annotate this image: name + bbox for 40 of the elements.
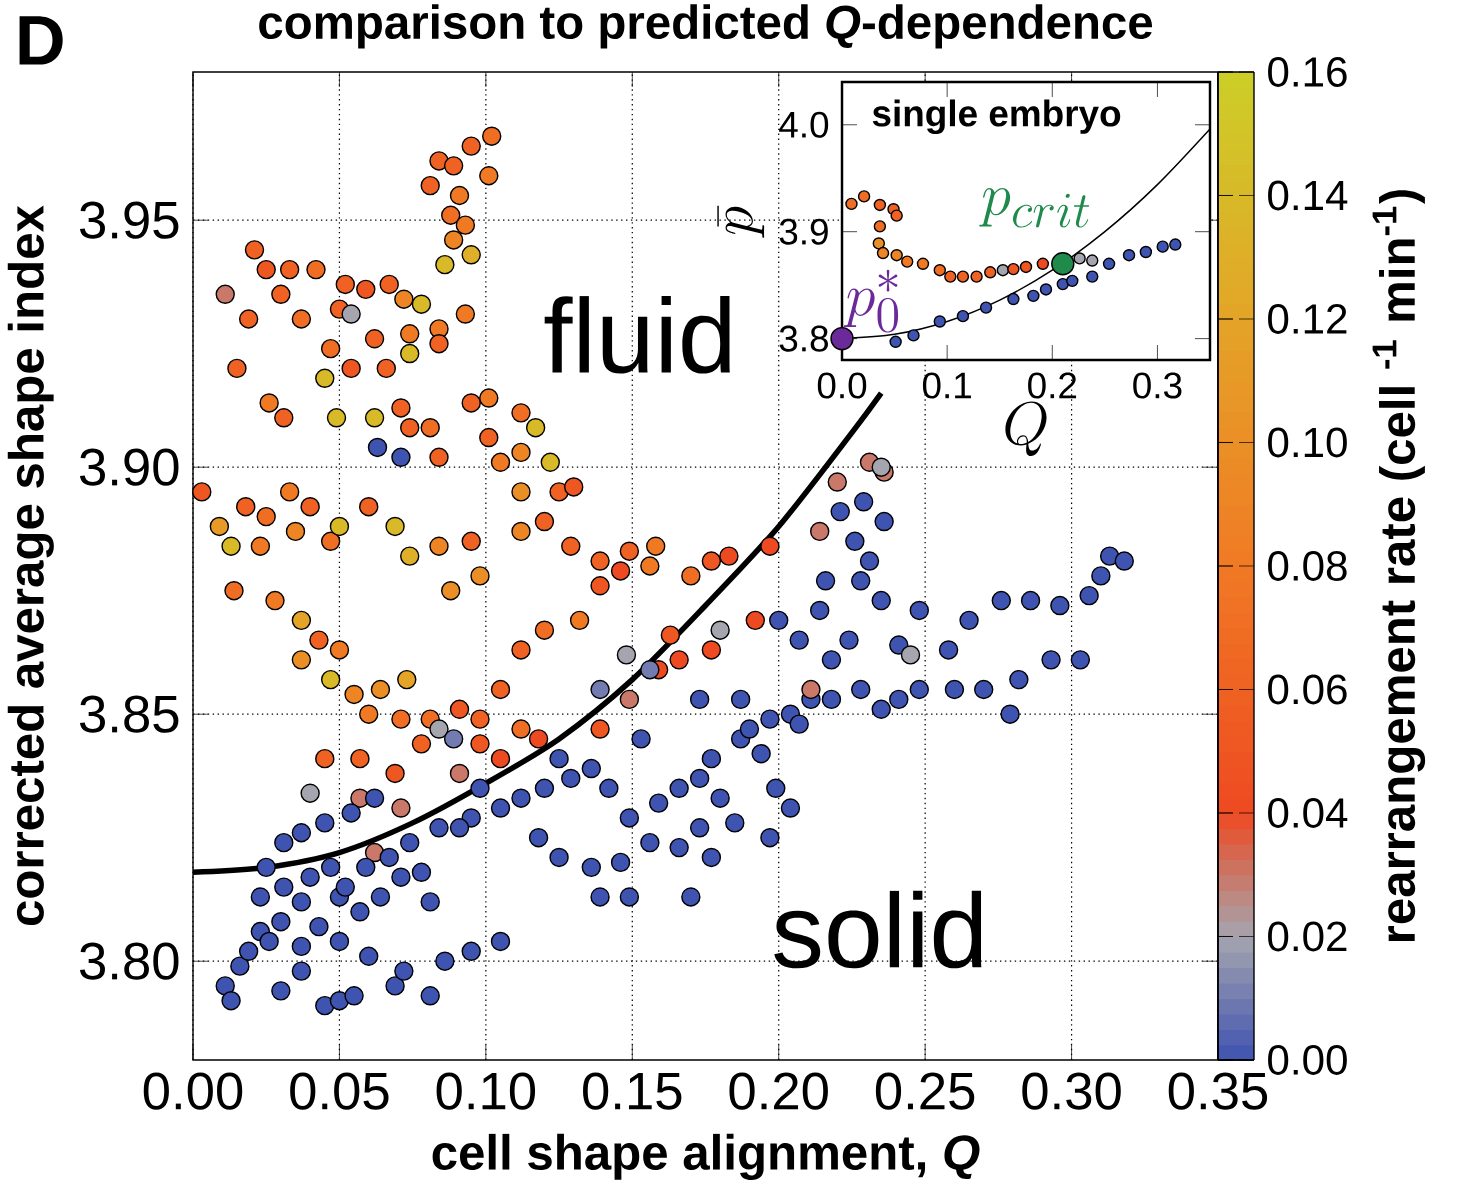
x-axis-title: cell shape alignment, Q bbox=[432, 1133, 980, 1180]
annotation: $p_0^*$ bbox=[843, 269, 899, 333]
annotation: $p_{crit}$ bbox=[979, 187, 1090, 228]
y-tick-label: 3.90 bbox=[79, 448, 179, 486]
x-axis-title: $Q$ bbox=[1005, 401, 1047, 456]
color-bar-label: 0.04 bbox=[1268, 798, 1348, 828]
x-tick-label: 0.30 bbox=[1022, 1072, 1121, 1110]
x-tick-label: 0.0 bbox=[817, 372, 867, 399]
y-tick-label: 3.8 bbox=[779, 325, 828, 352]
x-tick-label: 0.05 bbox=[290, 1072, 389, 1110]
color-bar-label: 0.02 bbox=[1268, 921, 1347, 952]
annotation: fluid bbox=[544, 296, 730, 374]
y-tick-label: 3.9 bbox=[779, 218, 828, 245]
x-tick-label: 0.3 bbox=[1133, 372, 1182, 399]
x-tick-label: 0.10 bbox=[436, 1072, 536, 1110]
color-bar-label: 0.10 bbox=[1268, 427, 1347, 458]
color-bar-label: 0.12 bbox=[1268, 304, 1347, 334]
y-tick-label: 4.0 bbox=[779, 111, 829, 138]
x-tick-label: 0.1 bbox=[922, 372, 971, 399]
x-tick-label: 0.35 bbox=[1168, 1072, 1268, 1110]
y-tick-label: 3.95 bbox=[79, 201, 179, 239]
x-tick-label: 0.25 bbox=[875, 1072, 975, 1110]
x-tick-label: 0.00 bbox=[143, 1072, 243, 1110]
y-axis-title: corrected average shape index bbox=[7, 205, 54, 926]
x-tick-label: 0.20 bbox=[729, 1072, 828, 1110]
text: D bbox=[19, 16, 63, 65]
y-axis-title: $\bar{p}$ bbox=[717, 205, 765, 238]
color-bar-label: 0.00 bbox=[1268, 1045, 1347, 1075]
chart-title: comparison to predicted Q-dependence bbox=[259, 4, 1153, 49]
color-bar-label: 0.14 bbox=[1268, 180, 1348, 211]
color-bar-label: 0.08 bbox=[1268, 551, 1347, 581]
annotation: solid bbox=[774, 890, 982, 969]
color-bar-label: 0.16 bbox=[1268, 57, 1347, 87]
annotation: single embryo bbox=[872, 99, 1121, 135]
x-tick-label: 0.15 bbox=[583, 1072, 682, 1110]
y-tick-label: 3.80 bbox=[79, 942, 179, 980]
color-bar-label: 0.06 bbox=[1268, 674, 1347, 705]
y-tick-label: 3.85 bbox=[79, 695, 179, 733]
x-tick-label: 0.2 bbox=[1028, 372, 1077, 399]
color-bar-title: rearrangement rate (cell $^{-1}$ min$^{-1}$) bbox=[1372, 190, 1426, 942]
